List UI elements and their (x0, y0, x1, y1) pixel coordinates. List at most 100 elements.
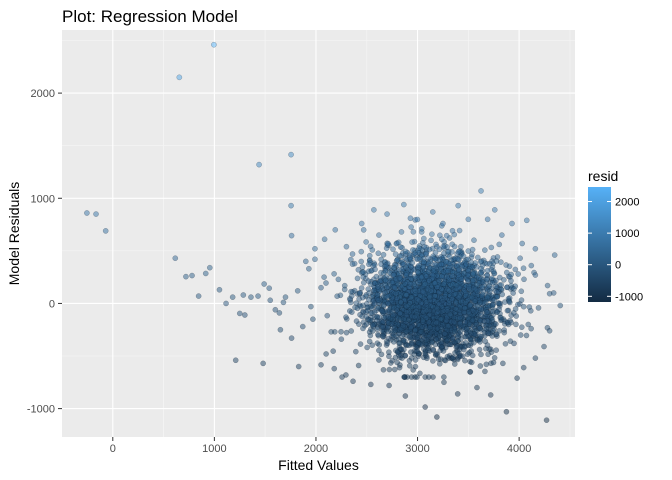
scatter-point (260, 360, 266, 367)
scatter-point (343, 372, 349, 378)
scatter-point (471, 331, 478, 338)
scatter-point (356, 321, 362, 327)
scatter-point (440, 243, 447, 250)
scatter-point (518, 288, 525, 295)
scatter-point (508, 319, 514, 326)
scatter-point (280, 299, 287, 306)
y-axis-ticks: -1000 0 1000 2000 (27, 88, 62, 416)
scatter-point (408, 224, 414, 230)
major-gridlines (62, 30, 575, 437)
scatter-point (363, 239, 369, 245)
scatter-point (513, 321, 519, 328)
scatter-point (343, 329, 350, 336)
scatter-point (407, 215, 414, 222)
scatter-point (330, 348, 337, 354)
scatter-point (374, 305, 381, 312)
scatter-point (421, 243, 428, 250)
scatter-point (347, 295, 353, 302)
scatter-point (386, 382, 392, 389)
scatter-point (443, 259, 450, 265)
scatter-point (479, 279, 486, 286)
scatter-point (338, 328, 344, 335)
scatter-point (324, 312, 331, 319)
scatter-point (463, 261, 470, 268)
legend-title: resid (588, 168, 618, 184)
scatter-point (363, 321, 370, 327)
scatter-point (412, 357, 419, 363)
scatter-point (490, 327, 496, 334)
scatter-point (484, 309, 490, 316)
scatter-point (371, 300, 378, 307)
scatter-point (467, 302, 473, 308)
scatter-point (282, 294, 289, 300)
scatter-point (381, 314, 388, 321)
scatter-point (510, 310, 517, 316)
scatter-point (425, 268, 432, 275)
scatter-point (331, 365, 338, 372)
scatter-point (429, 231, 435, 238)
scatter-point (376, 357, 382, 363)
scatter-point (402, 280, 409, 287)
scatter-point (444, 353, 451, 360)
scatter-point (176, 74, 183, 81)
scatter-point (447, 341, 454, 348)
scatter-point (472, 286, 479, 293)
scatter-point (288, 232, 295, 239)
scatter-point (398, 333, 405, 340)
scatter-point (420, 235, 427, 242)
scatter-point (494, 309, 500, 316)
scatter-point (541, 343, 547, 350)
scatter-point (308, 303, 314, 310)
scatter-point (370, 322, 376, 329)
scatter-point (423, 307, 430, 314)
scatter-point (443, 273, 450, 280)
scatter-point (445, 268, 451, 274)
scatter-point (397, 244, 404, 250)
scatter-point (508, 277, 514, 284)
scatter-point (417, 370, 423, 377)
scatter-point (461, 305, 468, 311)
scatter-point (390, 272, 397, 278)
scatter-point (385, 240, 392, 247)
scatter-point (498, 259, 504, 265)
scatter-point (532, 245, 539, 252)
scatter-point (380, 251, 387, 258)
scatter-point (427, 324, 433, 331)
scatter-point (360, 269, 367, 275)
scatter-point (402, 352, 409, 359)
scatter-point (434, 414, 440, 420)
scatter-point (428, 237, 434, 244)
scatter-point (487, 392, 494, 398)
scatter-point (366, 252, 373, 259)
scatter-point (375, 283, 381, 290)
scatter-point (390, 338, 397, 345)
scatter-point (384, 211, 390, 217)
scatter-point (371, 287, 378, 294)
scatter-point (426, 277, 433, 284)
scatter-point (398, 346, 405, 353)
scatter-points (84, 41, 564, 424)
scatter-point (518, 324, 525, 331)
scatter-point (419, 289, 426, 296)
scatter-point (375, 331, 381, 338)
scatter-point (431, 256, 438, 262)
scatter-point (414, 348, 421, 354)
scatter-point (426, 294, 433, 300)
scatter-point (84, 210, 90, 216)
scatter-point (355, 266, 362, 273)
scatter-point (394, 257, 401, 263)
scatter-point (520, 364, 527, 371)
scatter-point (357, 341, 364, 347)
scatter-point (491, 206, 498, 213)
scatter-point (385, 320, 392, 326)
scatter-point (376, 314, 383, 321)
scatter-point (484, 216, 491, 223)
scatter-point (415, 297, 422, 304)
scatter-point (302, 258, 309, 265)
scatter-point (503, 269, 510, 276)
scatter-point (360, 227, 367, 233)
scatter-point (384, 340, 391, 347)
scatter-point (408, 294, 415, 301)
scatter-point (441, 379, 447, 386)
scatter-point (401, 316, 407, 322)
